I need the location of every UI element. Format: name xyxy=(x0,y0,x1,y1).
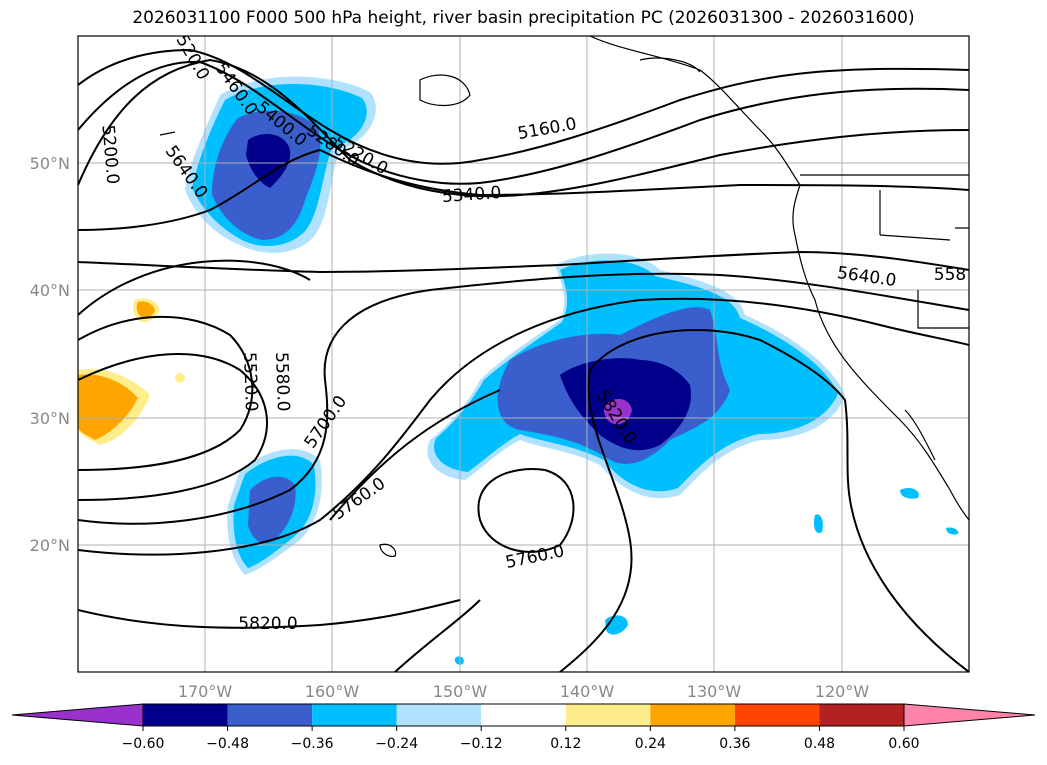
colorbar-tick-label: −0.60 xyxy=(122,736,165,752)
height-contours xyxy=(78,48,969,672)
colorbar-swatch xyxy=(396,704,482,726)
lon-label: 150°W xyxy=(433,682,488,701)
contour-label: 5580.0 xyxy=(271,352,293,412)
colorbar-tick-label: 0.12 xyxy=(550,736,581,752)
colorbar-tick-label: 0.36 xyxy=(719,736,750,752)
longitude-labels: 170°W 160°W 150°W 140°W 130°W 120°W xyxy=(178,682,870,701)
lon-label: 160°W xyxy=(305,682,360,701)
contour-label: 5340.0 xyxy=(441,183,502,207)
colorbar-swatch xyxy=(565,704,651,726)
graticule xyxy=(78,36,969,672)
map-title: 2026031100 F000 500 hPa height, river ba… xyxy=(132,8,915,28)
colorbar-tick-label: −0.12 xyxy=(460,736,503,752)
contour-label: 558 xyxy=(934,265,966,285)
lon-label: 130°W xyxy=(687,682,742,701)
colorbar-swatch xyxy=(312,704,397,726)
colorbar-outline xyxy=(142,703,905,727)
contour-label: 5820.0 xyxy=(238,614,297,634)
lon-label: 170°W xyxy=(178,682,233,701)
lat-label: 40°N xyxy=(30,281,70,300)
colorbar-tick-label: −0.48 xyxy=(206,736,249,752)
lon-label: 120°W xyxy=(815,682,870,701)
precip-fill-layer xyxy=(78,76,959,665)
colorbar-swatch xyxy=(143,704,228,726)
latitude-labels: 50°N 40°N 30°N 20°N xyxy=(30,154,70,555)
colorbar-tick-label: −0.36 xyxy=(291,736,334,752)
colorbar-swatch xyxy=(227,704,313,726)
colorbar-extend-low xyxy=(11,703,144,727)
colorbar-swatch xyxy=(819,704,904,726)
lat-label: 20°N xyxy=(30,536,70,555)
lat-label: 50°N xyxy=(30,154,70,173)
coastlines xyxy=(159,36,969,557)
map-frame xyxy=(77,35,970,673)
colorbar-swatch xyxy=(734,704,820,726)
colorbar-tick-label: 0.48 xyxy=(804,736,835,752)
colorbar: −0.60 −0.48 −0.36 −0.24 −0.12 0.12 0.24 0.36 0.4… xyxy=(11,703,1036,752)
contour-label: 5520.0 xyxy=(239,352,261,412)
colorbar-extend-high xyxy=(903,703,1036,727)
colorbar-swatch xyxy=(650,704,735,726)
colorbar-tick-label: 0.60 xyxy=(888,736,919,752)
colorbar-swatch xyxy=(481,704,566,726)
lon-label: 140°W xyxy=(560,682,615,701)
colorbar-tick-label: 0.24 xyxy=(635,736,666,752)
lat-label: 30°N xyxy=(30,409,70,428)
colorbar-tick-label: −0.24 xyxy=(375,736,418,752)
